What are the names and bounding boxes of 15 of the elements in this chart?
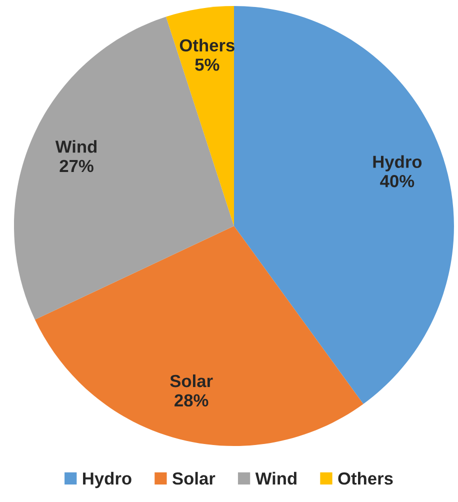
data-label: 28% (174, 394, 208, 407)
pie-slice (34, 226, 364, 446)
data-label: 5% (195, 58, 220, 71)
pie-slice (14, 16, 234, 320)
legend-label: Wind (255, 472, 296, 485)
slice-label: Wind (55, 140, 97, 153)
data-label: 40% (380, 175, 414, 188)
legend-label: Solar (172, 472, 216, 485)
legend-label: Others (338, 472, 393, 485)
pie-slice (166, 6, 234, 226)
pie-slice (234, 6, 454, 404)
legend-label: Hydro (83, 472, 132, 488)
slice-label: Solar (170, 374, 213, 388)
slice-label: Hydro (373, 155, 422, 172)
data-label: 27% (60, 160, 94, 172)
